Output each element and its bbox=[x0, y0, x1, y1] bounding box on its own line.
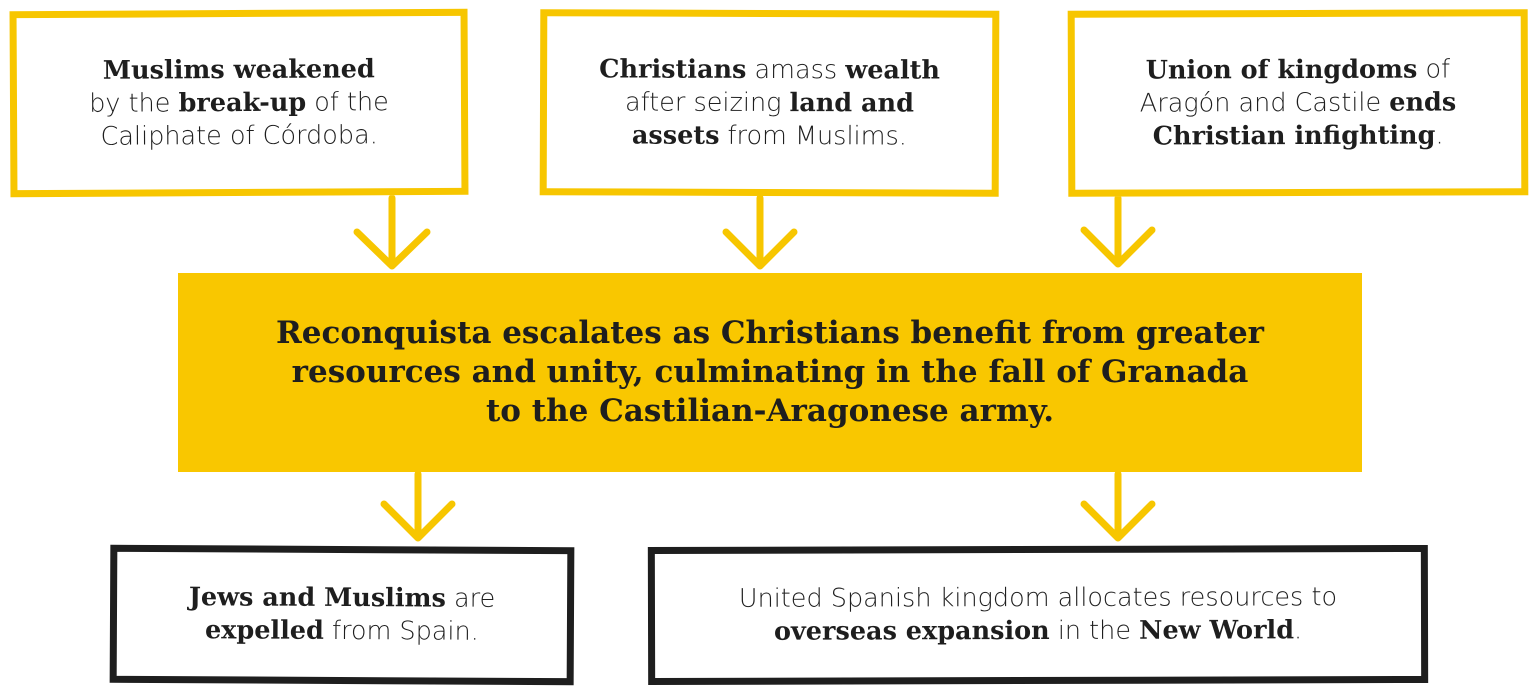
text-line: overseas expansion in the New World. bbox=[773, 615, 1303, 647]
effect-box-overseas-expansion: United Spanish kingdom allocates resourc… bbox=[647, 544, 1429, 686]
text-line: Christian infighting. bbox=[1152, 119, 1444, 152]
text-line: to the Castilian-Aragonese army. bbox=[485, 393, 1055, 429]
text-line: Christians amass wealth bbox=[599, 53, 941, 86]
arrow-cause-2-to-central bbox=[722, 194, 798, 270]
central-outcome-box: Reconquista escalates as Christians bene… bbox=[178, 273, 1362, 472]
text-line: Jews and Muslims are bbox=[188, 582, 496, 614]
text-line: Union of kingdoms of bbox=[1145, 53, 1451, 86]
text-line: Reconquista escalates as Christians bene… bbox=[275, 315, 1265, 351]
effect-text: United Spanish kingdom allocates resourc… bbox=[739, 581, 1337, 649]
cause-text: Muslims weakened by the break-up of the Ca… bbox=[89, 53, 389, 154]
text-line: Aragón and Castile ends bbox=[1139, 86, 1457, 119]
cause-text: Union of kingdoms of Aragón and Castile e… bbox=[1140, 53, 1457, 153]
arrow-cause-3-to-central bbox=[1080, 194, 1156, 268]
text-line: United Spanish kingdom allocates resourc… bbox=[738, 582, 1338, 614]
effect-text: Jews and Muslims are expelled from Spain. bbox=[189, 581, 496, 649]
text-line: Muslims weakened bbox=[102, 53, 375, 86]
cause-text: Christians amass wealth after seizing lan… bbox=[599, 53, 940, 153]
text-line: by the break-up of the bbox=[89, 86, 389, 119]
text-line: resources and unity, culminating in the … bbox=[291, 354, 1249, 390]
text-line: after seizing land and bbox=[624, 86, 914, 119]
cause-box-union-of-kingdoms: Union of kingdoms of Aragón and Castile e… bbox=[1067, 9, 1529, 197]
arrow-central-to-effect-2 bbox=[1080, 470, 1156, 542]
central-text: Reconquista escalates as Christians bene… bbox=[236, 314, 1304, 431]
arrow-central-to-effect-1 bbox=[380, 470, 456, 542]
arrow-cause-1-to-central bbox=[353, 194, 431, 270]
effect-box-expulsion: Jews and Muslims are expelled from Spain. bbox=[109, 544, 575, 686]
text-line: Caliphate of Córdoba. bbox=[100, 119, 378, 152]
text-line: expelled from Spain. bbox=[204, 615, 479, 647]
cause-box-muslims-weakened: Muslims weakened by the break-up of the Ca… bbox=[9, 8, 469, 198]
cause-box-christians-wealth: Christians amass wealth after seizing lan… bbox=[539, 9, 1000, 197]
text-line: assets from Muslims. bbox=[631, 120, 907, 151]
